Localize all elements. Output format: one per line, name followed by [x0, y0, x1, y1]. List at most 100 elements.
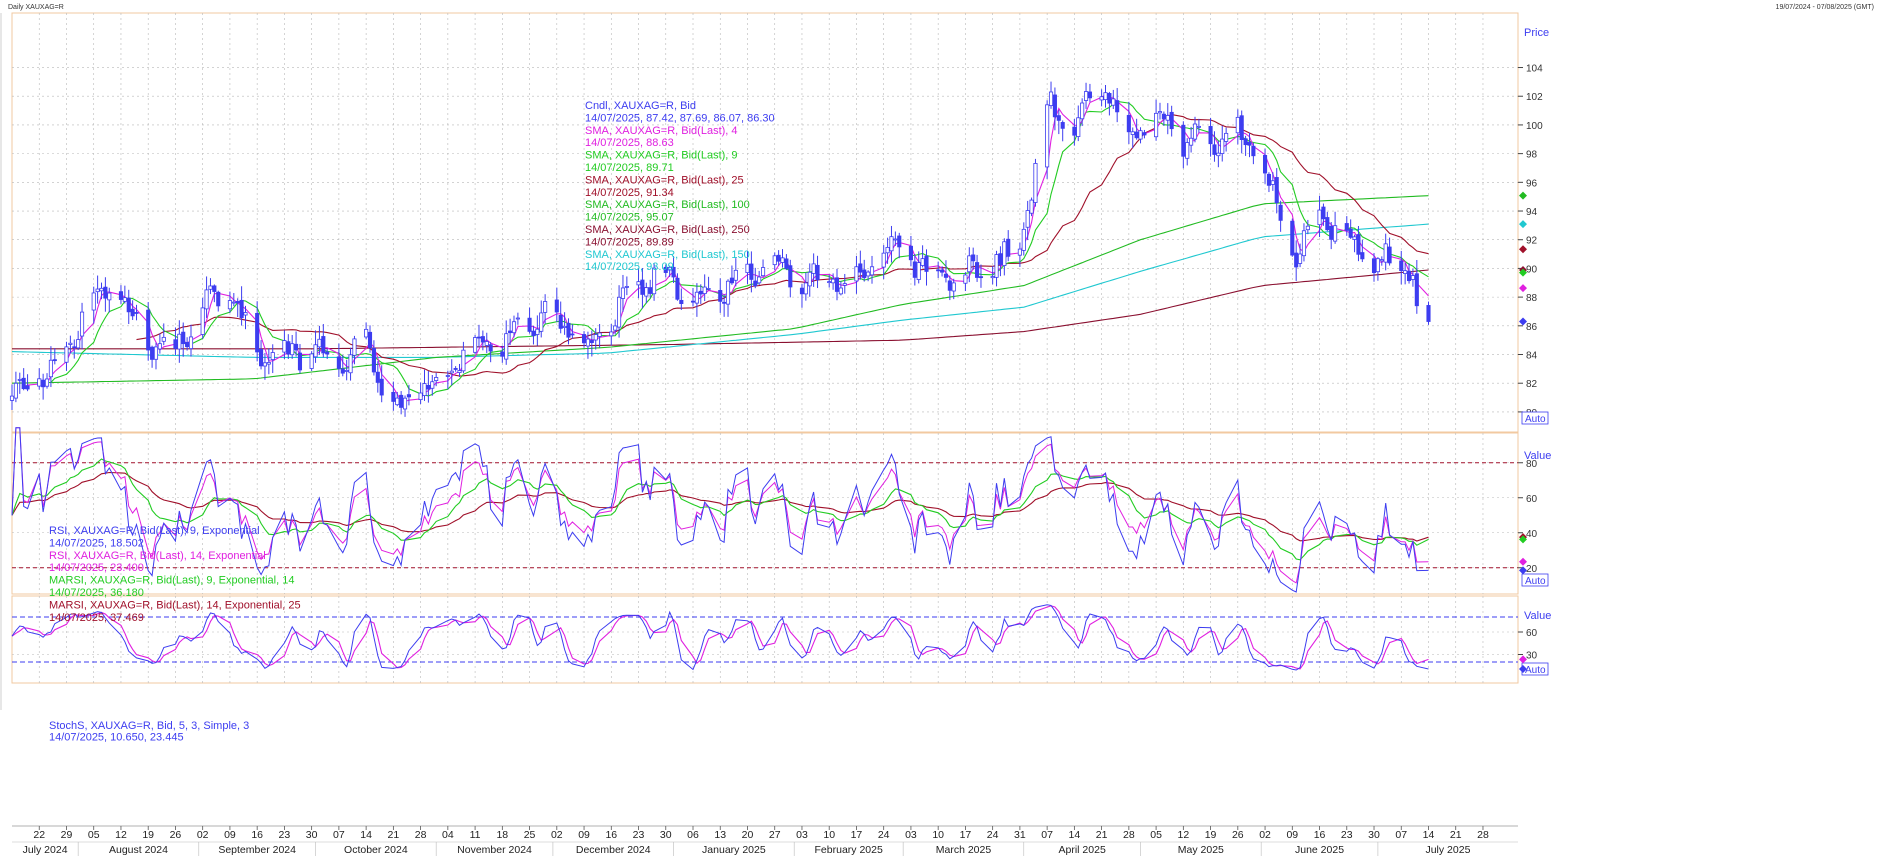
candle-body — [399, 394, 404, 408]
candle-body — [1247, 141, 1252, 146]
candle-body — [391, 391, 396, 402]
candle-body — [294, 343, 299, 351]
candle — [1371, 252, 1377, 282]
candle — [1169, 105, 1174, 137]
auto-button-frame[interactable] — [1521, 411, 1549, 425]
candle-body — [702, 286, 707, 294]
candle — [1048, 81, 1054, 109]
candle-body — [309, 353, 314, 369]
candle — [854, 255, 859, 294]
candle-body — [811, 263, 816, 274]
candle-body — [418, 392, 423, 401]
candle — [1006, 230, 1011, 262]
candle — [1239, 110, 1244, 154]
candle-body — [1126, 114, 1131, 133]
candle — [897, 232, 902, 259]
candle — [1375, 257, 1380, 281]
candle-body — [126, 297, 131, 313]
candle — [1212, 131, 1217, 162]
candle-body — [1305, 225, 1310, 231]
candle-body — [776, 254, 781, 262]
candle — [702, 274, 707, 302]
candle-body — [706, 288, 711, 290]
auto-scale-button[interactable]: Auto — [1521, 411, 1549, 425]
candle-body — [889, 236, 894, 252]
candle-body — [1115, 100, 1120, 113]
candle — [1157, 102, 1163, 120]
month-label: November 2024 — [457, 844, 532, 856]
candle-body — [589, 340, 594, 344]
candle-body — [41, 379, 46, 388]
candle — [476, 324, 482, 348]
candle — [243, 305, 248, 330]
candle — [1352, 234, 1357, 253]
candle-body — [694, 291, 699, 304]
legend-entry-name: SMA, XAUXAG=R, Bid(Last), 150 — [585, 249, 750, 261]
auto-button-label: Auto — [1525, 414, 1546, 425]
candle — [554, 287, 559, 323]
candle — [449, 359, 454, 386]
candle — [1185, 138, 1190, 166]
auto-button-label: Auto — [1525, 665, 1546, 676]
auto-button-frame[interactable] — [1521, 573, 1549, 587]
legend-entry-name: SMA, XAUXAG=R, Bid(Last), 4 — [585, 125, 738, 137]
candle-body — [1224, 132, 1229, 142]
candle-body — [1099, 96, 1104, 101]
month-label: March 2025 — [936, 844, 992, 856]
candle-body — [461, 349, 466, 372]
candle-body — [1189, 137, 1194, 146]
candle-body — [1426, 305, 1431, 322]
candle-body — [581, 334, 587, 344]
candle — [1130, 127, 1135, 149]
x-tick-label: 16 — [1314, 829, 1326, 841]
candle — [344, 359, 349, 381]
candle — [422, 369, 427, 401]
y-tick-label: 88 — [1526, 293, 1538, 304]
candle-body — [235, 301, 240, 304]
x-tick-label: 24 — [987, 829, 999, 841]
candle — [418, 382, 423, 404]
candle — [91, 286, 96, 324]
candle — [698, 284, 703, 304]
candle — [838, 281, 843, 296]
candle — [461, 341, 466, 374]
candle — [566, 318, 571, 345]
candle-body — [1181, 124, 1186, 157]
candle — [1025, 200, 1030, 241]
candle — [994, 250, 999, 287]
candle — [1406, 263, 1412, 284]
candle — [1083, 82, 1089, 109]
x-tick-label: 26 — [170, 829, 182, 841]
candle-body — [609, 331, 614, 337]
candle — [585, 331, 590, 359]
last-value-marker — [1519, 245, 1527, 254]
stoch-legend: StochS, XAUXAG=R, Bid, 5, 3, Simple, 314… — [49, 720, 249, 744]
candle — [920, 245, 925, 268]
last-value-marker — [1519, 655, 1527, 664]
candle-body — [636, 281, 641, 286]
auto-scale-button[interactable]: Auto — [1521, 573, 1549, 587]
candle-body — [838, 287, 843, 295]
candle — [375, 361, 380, 393]
x-axis: 22 29 05 12 19 26 02 09 16 23 30 07 14 21 28 04 11 18 25 02… — [12, 825, 1518, 856]
candle-body — [667, 267, 672, 271]
candle — [648, 279, 653, 298]
candle — [640, 268, 645, 309]
candle — [216, 290, 221, 312]
candle-body — [1251, 145, 1256, 157]
candle-body — [1196, 125, 1201, 128]
candle-body — [457, 370, 462, 373]
candle — [757, 270, 762, 285]
candle-body — [44, 378, 50, 387]
candle — [68, 335, 73, 354]
candle — [1142, 129, 1147, 139]
candle — [652, 263, 657, 301]
auto-scale-button[interactable]: Auto — [1521, 662, 1549, 676]
candle — [1387, 237, 1392, 266]
month-label: July 2025 — [1425, 844, 1470, 856]
month-label: September 2024 — [218, 844, 296, 856]
x-tick-label: 28 — [415, 829, 427, 841]
candle-body — [157, 343, 162, 350]
candle — [297, 344, 303, 374]
